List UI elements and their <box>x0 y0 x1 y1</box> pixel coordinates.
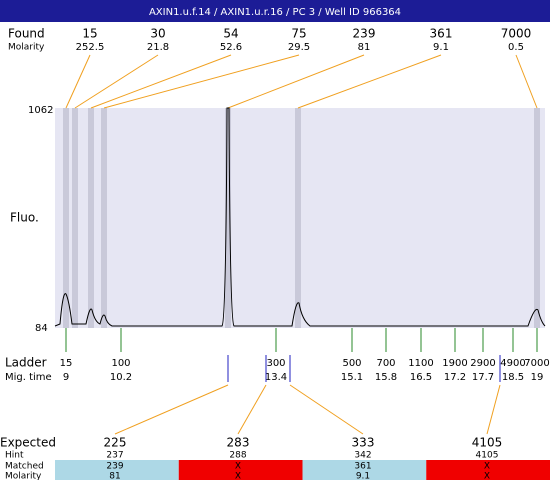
peak-band <box>101 108 107 328</box>
expected-connector <box>486 384 501 435</box>
ladder-size: 700 <box>376 358 395 369</box>
y-top: 1062 <box>28 105 53 116</box>
found-molarity: 29.5 <box>288 42 310 53</box>
title-bar <box>0 0 550 22</box>
peak-band <box>225 108 231 328</box>
peak-band <box>295 108 301 328</box>
ladder-size: 1100 <box>408 358 433 369</box>
expected-expected: 4105 <box>472 436 503 450</box>
ladder-size: 1900 <box>442 358 467 369</box>
expected-expected: 283 <box>227 436 250 450</box>
ladder-time: 16.5 <box>410 372 432 383</box>
found-molarity: 52.6 <box>220 42 242 53</box>
ladder-time: 15.8 <box>375 372 397 383</box>
ladder-time: 17.2 <box>444 372 466 383</box>
match-cell <box>178 460 303 480</box>
ladder-time: 18.5 <box>502 372 524 383</box>
y-bottom: 84 <box>35 323 48 334</box>
ladder-size: 4900 <box>500 358 525 369</box>
match-cell <box>55 460 179 480</box>
trace <box>54 107 546 327</box>
peak-connector <box>515 54 538 109</box>
expected-connector <box>237 384 267 435</box>
ladder-time: 17.7 <box>472 372 494 383</box>
ladder-size: 100 <box>111 358 130 369</box>
row-label: Matched <box>5 462 44 472</box>
found-molarity: 0.5 <box>508 42 524 53</box>
peak-band <box>534 108 540 328</box>
expected-hint: 342 <box>354 451 371 461</box>
found-size: 54 <box>223 27 238 41</box>
ladder-time: 9 <box>63 372 69 383</box>
expected-hint: 4105 <box>476 451 499 461</box>
found-label: Found <box>8 27 45 41</box>
migtime-label: Mig. time <box>5 372 52 383</box>
expected-expected: 333 <box>352 436 375 450</box>
found-molarity: 9.1 <box>433 42 449 53</box>
peak-band <box>63 108 69 328</box>
expected-hint: 237 <box>106 451 123 461</box>
expected-connector <box>114 384 229 435</box>
ladder-size: 500 <box>342 358 361 369</box>
ladder-size: 15 <box>60 358 73 369</box>
expected-matched: X <box>484 462 490 472</box>
peak-connector <box>297 54 442 109</box>
expected-matched: 361 <box>354 462 371 472</box>
ladder-time: 15.1 <box>341 372 363 383</box>
found-size: 361 <box>430 27 453 41</box>
match-cell <box>302 460 427 480</box>
found-size: 239 <box>353 27 376 41</box>
row-label: Expected <box>0 436 56 450</box>
ladder-time: 10.2 <box>110 372 132 383</box>
peak-connector <box>227 54 365 109</box>
ladder-time: 13.4 <box>265 372 287 383</box>
peak-connector <box>65 54 91 109</box>
ladder-label: Ladder <box>5 356 47 370</box>
peak-band <box>72 108 78 328</box>
found-size: 30 <box>150 27 165 41</box>
ladder-time: 19 <box>531 372 544 383</box>
expected-molarity: X <box>235 472 241 480</box>
peak-connector <box>90 54 232 109</box>
ladder-size: 7000 <box>524 358 549 369</box>
peak-connector <box>74 54 159 109</box>
expected-molarity: 9.1 <box>356 472 370 480</box>
found-molarity: 21.8 <box>147 42 169 53</box>
found-size: 15 <box>82 27 97 41</box>
title: AXIN1.u.f.14 / AXIN1.u.r.16 / PC 3 / Wel… <box>149 7 401 18</box>
expected-matched: X <box>235 462 241 472</box>
found-molarity: 81 <box>358 42 371 53</box>
expected-molarity: X <box>484 472 490 480</box>
found-size: 7000 <box>501 27 532 41</box>
molarity-label: Molarity <box>8 43 45 53</box>
found-size: 75 <box>291 27 306 41</box>
row-label: Molarity <box>5 472 42 480</box>
expected-expected: 225 <box>104 436 127 450</box>
ladder-size: 2900 <box>470 358 495 369</box>
peak-band <box>88 108 94 328</box>
expected-connector <box>289 384 364 435</box>
peak-connector <box>103 54 300 109</box>
found-molarity: 252.5 <box>76 42 105 53</box>
expected-matched: 239 <box>106 462 123 472</box>
row-label: Hint <box>5 451 24 461</box>
ladder-size: 300 <box>266 358 285 369</box>
y-label: Fluo. <box>10 211 39 225</box>
expected-molarity: 81 <box>109 472 120 480</box>
expected-hint: 288 <box>229 451 246 461</box>
match-cell <box>426 460 550 480</box>
